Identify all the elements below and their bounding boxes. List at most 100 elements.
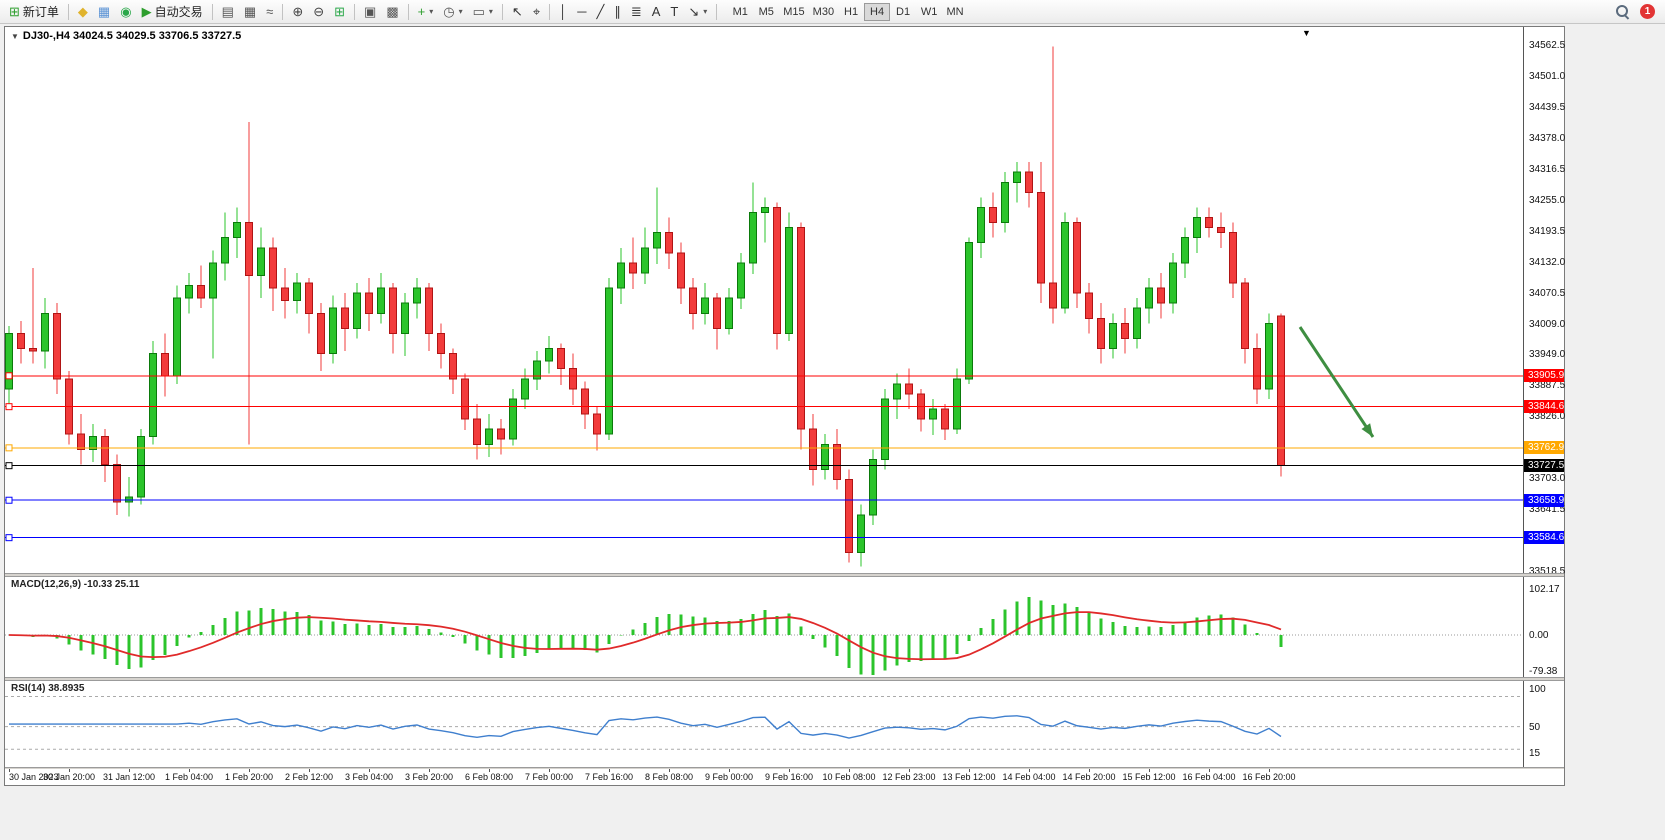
trend-arrow[interactable] bbox=[1298, 326, 1375, 438]
price-tick: 34378.0 bbox=[1529, 132, 1566, 144]
time-tick bbox=[429, 769, 430, 772]
price-tick: 34562.5 bbox=[1529, 40, 1566, 51]
toolbar-separator bbox=[716, 3, 718, 20]
arrange-windows-button[interactable]: ▣ bbox=[359, 2, 381, 22]
timeframe-group: M1 M5 M15 M30 H1 H4 D1 W1 MN bbox=[727, 2, 968, 21]
label-button[interactable]: T bbox=[665, 2, 683, 22]
time-tick bbox=[129, 769, 130, 772]
scale-divider bbox=[1523, 27, 1524, 769]
toolbar-separator bbox=[282, 3, 284, 20]
notification-badge[interactable]: 1 bbox=[1640, 4, 1655, 19]
time-label: 1 Feb 20:00 bbox=[224, 772, 274, 782]
time-label: 8 Feb 08:00 bbox=[644, 772, 694, 782]
chart-menu-icon[interactable]: ▼ bbox=[11, 31, 19, 41]
time-label: 9 Feb 16:00 bbox=[764, 772, 814, 782]
scroll-to-end-icon[interactable]: ▼ bbox=[1302, 28, 1311, 38]
price-tag: 33658.9 bbox=[1524, 493, 1564, 507]
timeframe-mn-button[interactable]: MN bbox=[942, 3, 968, 21]
time-tick bbox=[549, 769, 550, 772]
time-label: 3 Feb 04:00 bbox=[344, 772, 394, 782]
time-tick bbox=[1209, 769, 1210, 772]
time-label: 14 Feb 20:00 bbox=[1062, 772, 1116, 782]
toolbar-separator bbox=[67, 3, 69, 20]
trendline-button[interactable]: ╱ bbox=[591, 2, 609, 22]
macd-indicator-pane[interactable] bbox=[5, 577, 1523, 677]
timeframe-d1-button[interactable]: D1 bbox=[890, 3, 916, 21]
time-label: 16 Feb 04:00 bbox=[1182, 772, 1236, 782]
price-chart[interactable] bbox=[5, 27, 1523, 573]
timeframe-m1-button[interactable]: M1 bbox=[727, 3, 753, 21]
price-tick: 34501.0 bbox=[1529, 70, 1566, 82]
bar-chart-button[interactable]: ▤ bbox=[217, 2, 239, 22]
new-order-button[interactable]: ⊞ 新订单 bbox=[4, 2, 64, 22]
line-chart-icon: ≈ bbox=[266, 4, 274, 19]
zoom-out-button[interactable]: ⊖ bbox=[308, 2, 329, 22]
time-label: 12 Feb 23:00 bbox=[882, 772, 936, 782]
price-tick: 33826.0 bbox=[1529, 411, 1566, 423]
autotrading-button-label: 自动交易 bbox=[154, 5, 203, 19]
time-tick bbox=[9, 769, 10, 772]
time-tick bbox=[1089, 769, 1090, 772]
rsi-label: RSI(14) 38.8935 bbox=[11, 683, 85, 694]
price-scale[interactable]: 34562.5 34501.0 34439.5 34378.0 34316.5 34255… bbox=[1524, 27, 1566, 785]
arrows-button[interactable]: ↘ ▾ bbox=[683, 2, 712, 22]
channel-icon: ∥ bbox=[614, 4, 621, 19]
price-tick: 33641.5 bbox=[1529, 503, 1566, 515]
mql-wizard-button[interactable]: ◆ bbox=[73, 2, 93, 22]
cursor-button[interactable]: ↖ bbox=[507, 2, 528, 22]
toolbar-right: 1 bbox=[1615, 4, 1655, 19]
timeframe-h1-button[interactable]: H1 bbox=[838, 3, 864, 21]
charts-window-icon: ▦ bbox=[97, 4, 111, 19]
price-tick: 34070.5 bbox=[1529, 287, 1566, 299]
toolbar-separator bbox=[501, 3, 503, 20]
period-button[interactable]: ◷ ▾ bbox=[438, 2, 467, 22]
cascade-windows-button[interactable]: ▩ bbox=[381, 2, 403, 22]
toolbar-separator bbox=[549, 3, 551, 20]
time-tick bbox=[249, 769, 250, 772]
price-tick: 34132.0 bbox=[1529, 256, 1566, 268]
cascade-windows-icon: ▩ bbox=[386, 4, 399, 19]
zoom-in-button[interactable]: ⊕ bbox=[287, 2, 308, 22]
price-tick: 33949.0 bbox=[1529, 349, 1566, 361]
dropdown-arrow-icon: ▾ bbox=[488, 7, 493, 16]
timeframe-h4-button[interactable]: H4 bbox=[864, 2, 891, 21]
community-button[interactable]: ◉ bbox=[115, 2, 136, 22]
price-tag: 33584.6 bbox=[1524, 531, 1564, 545]
candlestick-chart-icon: ▦ bbox=[243, 4, 257, 19]
vertical-line-button[interactable]: │ bbox=[554, 2, 572, 22]
autotrading-icon: ▶ bbox=[141, 4, 152, 19]
time-tick bbox=[789, 769, 790, 772]
timeframe-m5-button[interactable]: M5 bbox=[753, 3, 779, 21]
candlestick-chart-button[interactable]: ▦ bbox=[239, 2, 261, 22]
timeframe-m15-button[interactable]: M15 bbox=[779, 3, 808, 21]
templates-button[interactable]: ▭ ▾ bbox=[468, 2, 498, 22]
price-tick: 33518.5 bbox=[1529, 565, 1566, 577]
time-label: 13 Feb 12:00 bbox=[942, 772, 996, 782]
price-tick: 34255.0 bbox=[1529, 194, 1566, 206]
rsi-scale-tick: 100 bbox=[1529, 684, 1546, 695]
macd-scale-tick: -79.38 bbox=[1529, 665, 1558, 677]
pane-separator[interactable] bbox=[5, 677, 1564, 681]
timeframe-w1-button[interactable]: W1 bbox=[916, 3, 942, 21]
timeframe-m30-button[interactable]: M30 bbox=[809, 3, 838, 21]
community-icon: ◉ bbox=[120, 4, 132, 19]
new-chart-button[interactable]: + ▾ bbox=[413, 2, 439, 22]
horizontal-line-icon: ─ bbox=[577, 4, 587, 19]
text-button[interactable]: A bbox=[647, 2, 666, 22]
fibonacci-button[interactable]: ≣ bbox=[626, 2, 647, 22]
crosshair-button[interactable]: ⌖ bbox=[528, 2, 545, 22]
time-axis[interactable]: 30 Jan 2023 30 Jan 20:00 31 Jan 12:00 1 Feb… bbox=[5, 769, 1523, 785]
time-tick bbox=[1149, 769, 1150, 772]
autotrading-button[interactable]: ▶ 自动交易 bbox=[137, 2, 208, 22]
pane-separator[interactable] bbox=[5, 573, 1564, 577]
time-tick bbox=[369, 769, 370, 772]
channel-button[interactable]: ∥ bbox=[609, 2, 626, 22]
tile-windows-button[interactable]: ⊞ bbox=[329, 2, 350, 22]
market-watch-button[interactable]: ▦ bbox=[93, 2, 115, 22]
price-tag: 33727.5 bbox=[1524, 459, 1564, 473]
search-icon[interactable] bbox=[1615, 4, 1630, 19]
line-chart-button[interactable]: ≈ bbox=[261, 2, 278, 22]
horizontal-line-button[interactable]: ─ bbox=[572, 2, 591, 22]
macd-scale-tick: 0.00 bbox=[1529, 630, 1549, 641]
rsi-indicator-pane[interactable] bbox=[5, 681, 1523, 767]
